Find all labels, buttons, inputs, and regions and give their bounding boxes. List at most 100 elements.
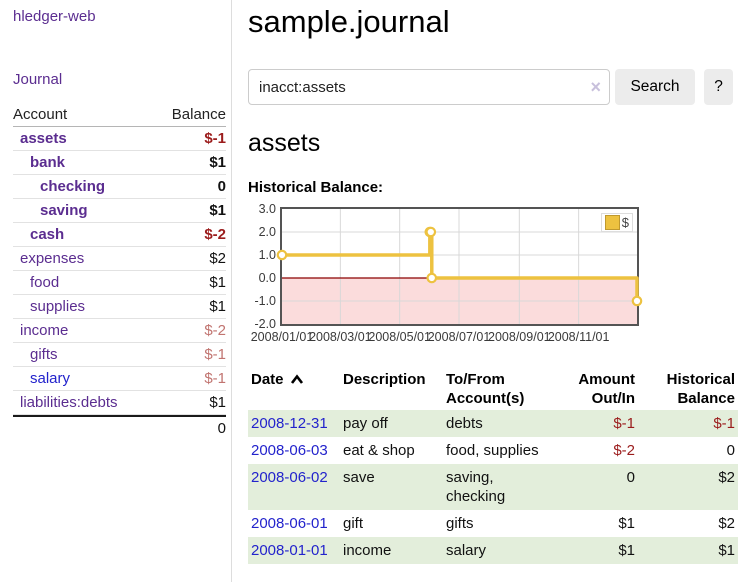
account-link-cash[interactable]: cash — [30, 226, 64, 243]
account-link-assets[interactable]: assets — [20, 130, 67, 147]
sort-ascending-icon — [290, 374, 304, 385]
y-axis-tick-label: 2.0 — [248, 225, 276, 239]
app-title-link[interactable]: hledger-web — [0, 8, 231, 25]
sidebar: hledger-web Journal Account Balance asse… — [0, 0, 232, 582]
account-link-food[interactable]: food — [30, 274, 59, 291]
legend-swatch-icon — [605, 215, 620, 230]
account-balance: $-1 — [204, 130, 226, 147]
transaction-date-link[interactable]: 2008-12-31 — [251, 415, 328, 432]
x-axis-tick-label: 2008/01/01 — [251, 330, 314, 344]
account-balance: $1 — [209, 154, 226, 171]
sidebar-item-journal[interactable]: Journal — [0, 71, 231, 88]
historical-balance-label: Historical Balance: — [248, 179, 742, 196]
help-button[interactable]: ? — [704, 69, 733, 105]
transaction-row: 2008-06-02 save saving, checking 0 $2 — [248, 464, 738, 510]
account-row: liabilities:debts $1 — [13, 391, 226, 415]
transaction-balance: $1 — [643, 537, 738, 564]
column-header-balance: Historical Balance — [643, 368, 738, 410]
column-header-description: Description — [343, 368, 446, 410]
transaction-amount: $1 — [558, 537, 643, 564]
account-row: bank $1 — [13, 151, 226, 175]
transaction-balance: 0 — [643, 437, 738, 464]
legend-label: $ — [622, 215, 629, 230]
y-axis-tick-label: 1.0 — [248, 248, 276, 262]
account-link-expenses[interactable]: expenses — [20, 250, 84, 267]
account-link-bank[interactable]: bank — [30, 154, 65, 171]
accounts-header-account: Account — [13, 106, 67, 123]
search-button[interactable]: Search — [615, 69, 695, 105]
transaction-row: 2008-01-01 income salary $1 $1 — [248, 537, 738, 564]
transaction-account: gifts — [446, 510, 558, 537]
historical-balance-chart: $ 3.02.01.00.0-1.0-2.02008/01/012008/03/… — [248, 207, 678, 345]
transaction-balance: $2 — [643, 464, 738, 510]
account-balance: $1 — [209, 202, 226, 219]
transaction-description: income — [343, 537, 446, 564]
account-link-gifts[interactable]: gifts — [30, 346, 58, 363]
account-row: expenses $2 — [13, 247, 226, 271]
transaction-amount: $-1 — [558, 410, 643, 437]
account-link-liabilities-debts[interactable]: liabilities:debts — [20, 394, 118, 411]
column-header-amount: Amount Out/In — [558, 368, 643, 410]
transaction-amount: $1 — [558, 510, 643, 537]
transaction-account: food, supplies — [446, 437, 558, 464]
accounts-table: Account Balance assets $-1 bank $1 check… — [0, 103, 231, 440]
accounts-header-balance: Balance — [172, 106, 226, 123]
account-link-salary[interactable]: salary — [30, 370, 70, 387]
transaction-row: 2008-06-01 gift gifts $1 $2 — [248, 510, 738, 537]
account-row: assets $-1 — [13, 127, 226, 151]
chart-plot-area: $ — [280, 207, 639, 326]
account-link-supplies[interactable]: supplies — [30, 298, 85, 315]
transactions-table: Date Description To/From Account(s) Amou… — [248, 368, 738, 564]
search-row: × Search ? — [248, 69, 742, 105]
account-balance: $-1 — [204, 370, 226, 387]
account-link-checking[interactable]: checking — [40, 178, 105, 195]
account-link-saving[interactable]: saving — [40, 202, 88, 219]
account-balance: $1 — [209, 298, 226, 315]
account-balance: 0 — [218, 178, 226, 195]
account-link-income[interactable]: income — [20, 322, 68, 339]
x-axis-tick-label: 2008/11/01 — [548, 330, 610, 344]
x-axis-tick-label: 2008/03/01 — [309, 330, 372, 344]
transaction-date-link[interactable]: 2008-06-02 — [251, 469, 328, 486]
account-row: income $-2 — [13, 319, 226, 343]
clear-search-icon[interactable]: × — [590, 78, 601, 96]
search-input[interactable] — [248, 69, 610, 105]
transaction-description: eat & shop — [343, 437, 446, 464]
transaction-date-link[interactable]: 2008-01-01 — [251, 542, 328, 559]
account-heading: assets — [248, 129, 742, 158]
date-header-label: Date — [251, 371, 284, 388]
account-row: checking 0 — [13, 175, 226, 199]
transaction-account: debts — [446, 410, 558, 437]
column-header-account: To/From Account(s) — [446, 368, 558, 410]
account-row: gifts $-1 — [13, 343, 226, 367]
chart-legend: $ — [601, 213, 633, 232]
transaction-account: salary — [446, 537, 558, 564]
transaction-description: save — [343, 464, 446, 510]
transaction-description: pay off — [343, 410, 446, 437]
transaction-date-link[interactable]: 2008-06-01 — [251, 515, 328, 532]
y-axis-tick-label: -2.0 — [248, 317, 276, 331]
y-axis-tick-label: -1.0 — [248, 294, 276, 308]
x-axis-tick-label: 2008/07/01 — [428, 330, 491, 344]
search-box: × — [248, 69, 610, 105]
transaction-amount: $-2 — [558, 437, 643, 464]
accounts-total-row: 0 — [13, 415, 226, 440]
transactions-header-row: Date Description To/From Account(s) Amou… — [248, 368, 738, 410]
column-header-date[interactable]: Date — [248, 368, 343, 410]
accounts-total-value: 0 — [218, 420, 226, 437]
account-row: saving $1 — [13, 199, 226, 223]
transaction-amount: 0 — [558, 464, 643, 510]
account-row: supplies $1 — [13, 295, 226, 319]
account-row: salary $-1 — [13, 367, 226, 391]
transaction-account: saving, checking — [446, 464, 558, 510]
accounts-table-header: Account Balance — [13, 103, 226, 127]
page-title: sample.journal — [248, 4, 742, 40]
account-balance: $-1 — [204, 346, 226, 363]
account-balance: $1 — [209, 394, 226, 411]
transaction-date-link[interactable]: 2008-06-03 — [251, 442, 328, 459]
transaction-row: 2008-12-31 pay off debts $-1 $-1 — [248, 410, 738, 437]
transaction-description: gift — [343, 510, 446, 537]
y-axis-tick-label: 3.0 — [248, 202, 276, 216]
account-row: cash $-2 — [13, 223, 226, 247]
x-axis-tick-label: 2008/09/01 — [488, 330, 551, 344]
